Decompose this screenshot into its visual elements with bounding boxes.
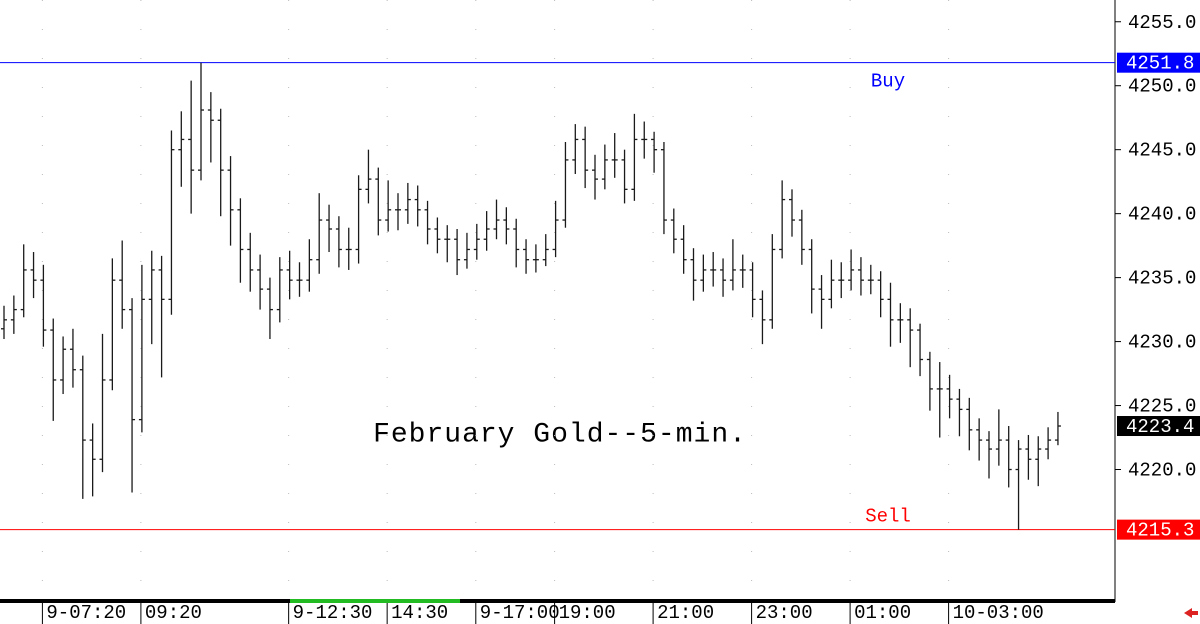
y-tick-label: 4235.0 [1128,268,1196,290]
x-tick-label: 01:00 [854,602,911,624]
x-tick-label: 21:00 [657,602,714,624]
level-label: Buy [871,71,905,93]
x-tick-label: 9-17:00 [480,602,560,624]
level-tag-label: 4215.3 [1126,520,1194,542]
last-price-label: 4223.4 [1126,416,1194,438]
x-tick-label: 09:20 [145,602,202,624]
scroll-arrow[interactable] [1184,608,1198,618]
y-tick-label: 4225.0 [1128,396,1196,418]
x-tick-label: 9-07:20 [46,602,126,624]
y-tick-label: 4240.0 [1128,204,1196,226]
level-tag [1117,52,1200,73]
session-marker [290,599,460,603]
level-label: Sell [865,506,911,528]
level-tag [1117,519,1200,540]
y-tick-label: 4220.0 [1128,460,1196,482]
y-tick-label: 4245.0 [1128,140,1196,162]
chart-title: February Gold--5-min. [373,419,747,450]
x-tick-label: 9-12:30 [293,602,373,624]
level-tag-label: 4251.8 [1126,53,1194,75]
y-tick-label: 4250.0 [1128,76,1196,98]
x-tick-label: 23:00 [756,602,813,624]
x-tick-label: 10-03:00 [953,602,1044,624]
x-axis-line [0,599,1115,603]
x-tick-label: 14:30 [391,602,448,624]
last-price-tag [1117,416,1200,437]
y-tick-label: 4230.0 [1128,332,1196,354]
y-tick-label: 4255.0 [1128,12,1196,34]
x-tick-label: 19:00 [559,602,616,624]
